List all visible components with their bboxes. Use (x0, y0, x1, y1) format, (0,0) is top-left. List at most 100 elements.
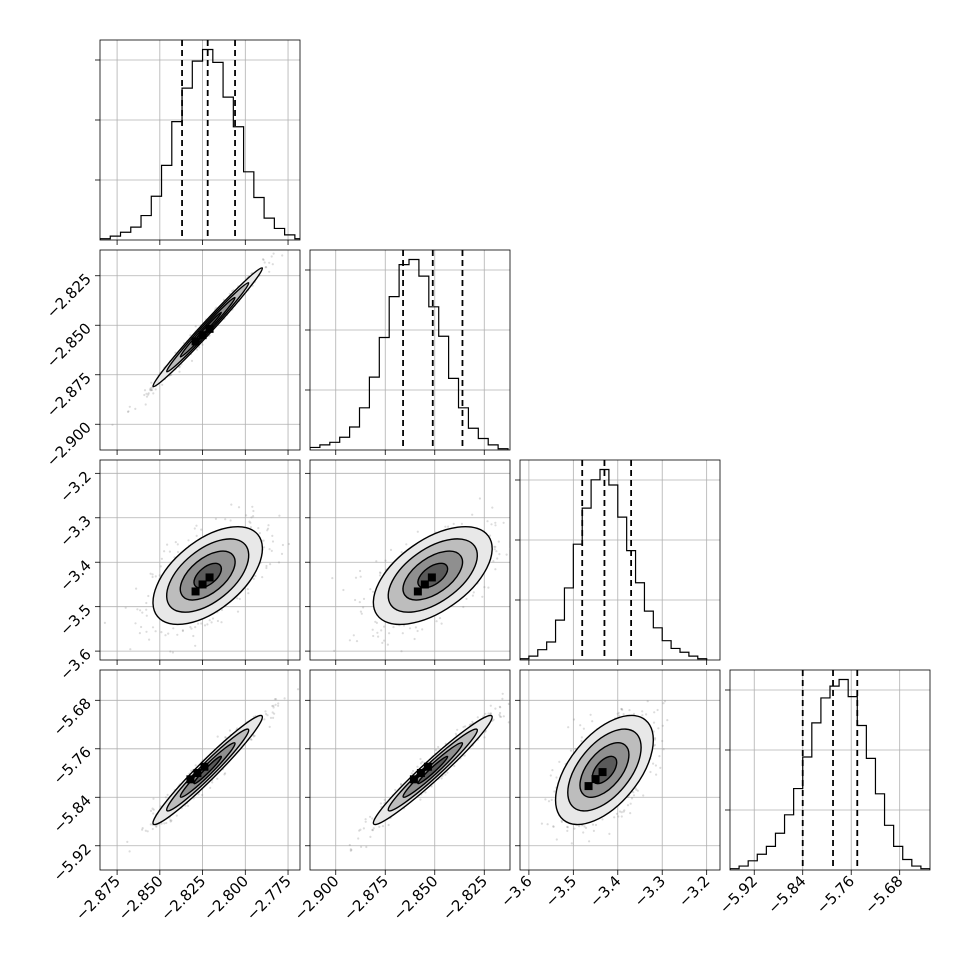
sample-point (287, 542, 290, 546)
sample-point (175, 814, 178, 817)
sample-point (154, 575, 157, 578)
density-peak (200, 762, 209, 771)
sample-point (371, 628, 374, 631)
sample-point (567, 726, 570, 729)
sample-point (622, 713, 625, 716)
sample-point (416, 530, 419, 533)
sample-point (369, 835, 372, 839)
sample-point (551, 769, 554, 772)
sample-point (216, 777, 219, 780)
x-tick-label: −3.2 (675, 872, 713, 910)
sample-point (362, 597, 366, 601)
sample-point (145, 395, 149, 398)
x-tick-label: −5.76 (813, 872, 858, 917)
sample-point (166, 543, 169, 546)
sample-point (383, 625, 386, 628)
density-peak (186, 775, 195, 784)
sample-point (358, 601, 361, 604)
sample-point (560, 819, 563, 822)
sample-point (174, 351, 177, 354)
sample-point (502, 715, 505, 718)
sample-point (620, 707, 623, 711)
sample-point (658, 755, 661, 758)
sample-point (419, 798, 422, 801)
sample-point (252, 509, 255, 513)
sample-point (616, 712, 619, 715)
x-tick-label: −5.92 (716, 872, 761, 917)
scatter-param-0-vs-3: −5.92−5.84−5.76−5.68−2.875−2.850−2.825−2… (50, 669, 301, 924)
sample-point (555, 776, 558, 779)
sample-point (277, 561, 281, 564)
sample-point (250, 738, 253, 741)
sample-point (497, 540, 500, 543)
sample-point (169, 650, 172, 653)
sample-point (369, 815, 372, 818)
sample-point (197, 793, 200, 796)
sample-point (261, 576, 264, 579)
sample-point (454, 732, 457, 735)
density-peak (584, 782, 593, 791)
sample-point (206, 623, 209, 626)
sample-point (268, 270, 271, 273)
sample-point (386, 643, 389, 646)
x-tick-label: −2.875 (340, 872, 392, 924)
panel-frame (519, 459, 721, 661)
panel-frame (309, 459, 511, 661)
sample-point (653, 738, 657, 741)
sample-point (424, 791, 427, 794)
sample-point (220, 621, 223, 624)
sample-point (214, 517, 217, 521)
sample-point (189, 626, 192, 629)
sample-point (352, 634, 355, 637)
sample-point (487, 712, 490, 715)
x-tick-label: −3.4 (586, 872, 624, 910)
sample-point (507, 702, 510, 706)
panel-frame (309, 669, 511, 871)
sample-point (663, 700, 667, 703)
sample-point (192, 797, 195, 800)
sample-point (378, 825, 381, 829)
sample-point (152, 812, 155, 815)
sample-point (489, 704, 492, 707)
sample-point (163, 822, 166, 825)
sample-point (165, 821, 168, 825)
sample-point (151, 807, 154, 810)
sample-point (502, 521, 505, 524)
sample-point (591, 720, 594, 723)
sample-point (252, 515, 255, 518)
sample-point (195, 524, 198, 527)
sample-point (378, 574, 382, 577)
sample-point (471, 513, 474, 516)
sample-point (372, 634, 375, 638)
sample-point (145, 608, 148, 611)
sample-point (636, 789, 640, 792)
sample-point (401, 632, 404, 635)
sample-point (400, 551, 403, 554)
sample-point (494, 568, 497, 571)
sample-point (145, 392, 148, 395)
sample-point (224, 736, 227, 739)
sample-point (230, 503, 233, 506)
y-tick-label: −2.825 (43, 270, 95, 322)
sample-point (272, 252, 275, 255)
sample-point (371, 590, 375, 593)
x-tick-label: −2.775 (243, 872, 295, 924)
sample-point (472, 591, 475, 594)
histogram-bars (310, 258, 509, 450)
sample-point (632, 712, 636, 716)
scatter-param-0-vs-1: −2.900−2.875−2.850−2.825 (43, 249, 301, 470)
sample-point (263, 718, 266, 721)
sample-point (277, 704, 280, 707)
sample-point (149, 387, 152, 390)
sample-point (642, 794, 645, 797)
density-peak (205, 324, 214, 333)
sample-point (281, 543, 284, 547)
sample-point (419, 762, 423, 765)
sample-point (478, 497, 481, 500)
sample-point (170, 373, 173, 376)
sample-point (211, 617, 215, 620)
sample-point (238, 597, 241, 601)
sample-point (552, 825, 555, 828)
sample-point (143, 389, 147, 392)
sample-point (268, 725, 271, 729)
